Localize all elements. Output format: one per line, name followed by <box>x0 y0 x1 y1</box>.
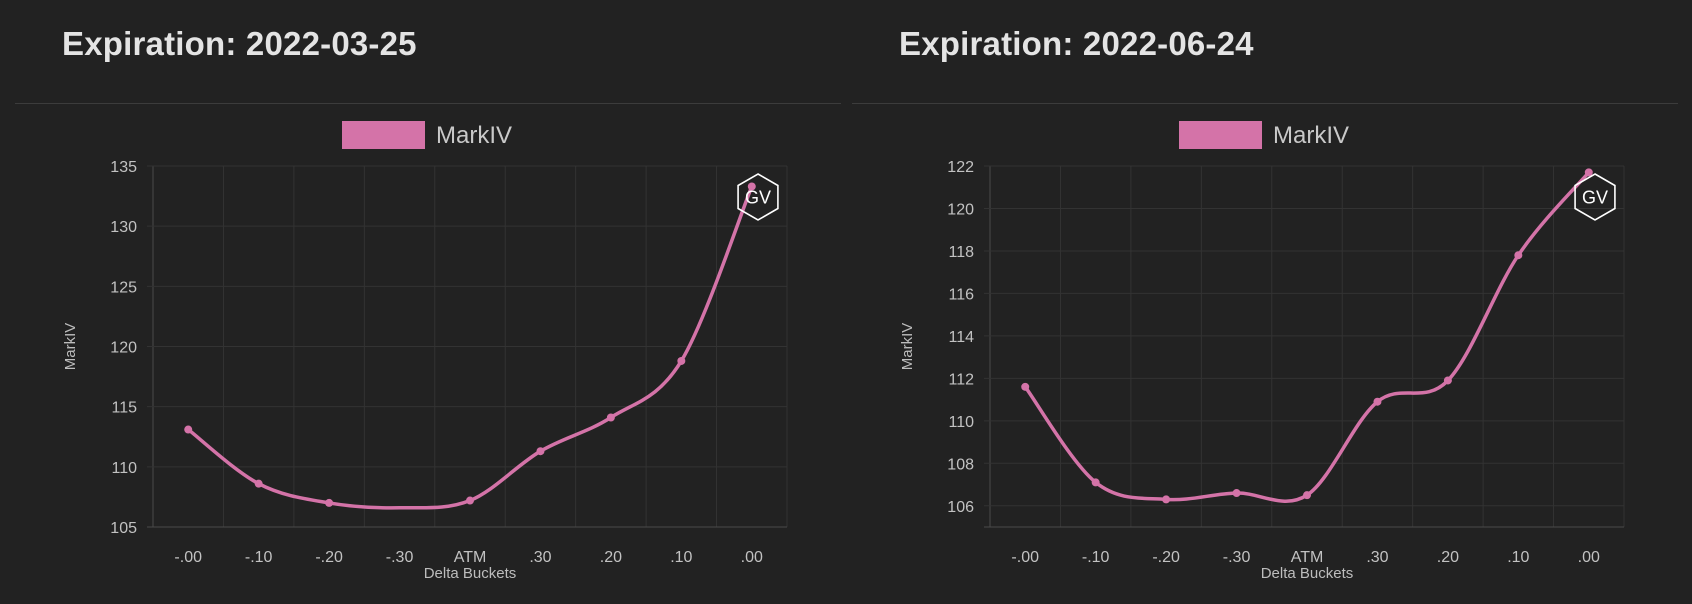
legend-label: MarkIV <box>436 122 512 149</box>
chart-title: Expiration: 2022-06-24 <box>899 25 1254 62</box>
y-tick-label: 108 <box>947 456 974 473</box>
y-axis-title: MarkIV <box>899 323 916 371</box>
y-tick-label: 130 <box>110 219 137 236</box>
data-point[interactable] <box>1021 382 1030 391</box>
title-divider <box>15 103 841 104</box>
legend[interactable]: MarkIV <box>342 121 512 149</box>
plot-area: 106 108 110 112 114 116 118 120 122 -.00 -.10 -.20 -… <box>899 159 1625 582</box>
legend[interactable]: MarkIV <box>1179 121 1349 149</box>
watermark-hexagon <box>1574 173 1616 221</box>
x-tick-label: .30 <box>1366 549 1388 566</box>
x-axis-title: Delta Buckets <box>424 565 517 582</box>
data-point[interactable] <box>325 498 334 507</box>
watermark-hexagon <box>737 173 779 221</box>
data-point[interactable] <box>1162 495 1171 504</box>
x-tick-label: ATM <box>1291 549 1324 566</box>
x-tick-label: .20 <box>600 549 622 566</box>
line-chart: 106 108 110 112 114 116 118 120 122 -.00 -.10 -.20 -… <box>899 121 1625 582</box>
x-tick-label: -.30 <box>386 549 414 566</box>
y-axis-title: MarkIV <box>62 323 79 371</box>
chart-panel-1: Expiration: 2022-03-25 105 110 115 120 125 13… <box>15 0 841 604</box>
legend-swatch <box>342 121 425 149</box>
y-tick-label: 115 <box>111 400 137 417</box>
title-divider <box>852 103 1678 104</box>
line-chart: 105 110 115 120 125 130 135 -.00 -.10 -.20 -.30 ATM… <box>62 121 788 582</box>
x-tick-label: -.10 <box>245 549 273 566</box>
y-tick-label: 116 <box>948 286 974 303</box>
y-tick-label: 118 <box>948 244 974 261</box>
y-tick-label: 120 <box>947 201 974 218</box>
data-point[interactable] <box>466 496 474 505</box>
y-tick-label: 135 <box>110 159 137 176</box>
y-tick-label: 122 <box>947 159 974 176</box>
data-point[interactable] <box>677 356 686 365</box>
x-axis-title: Delta Buckets <box>1261 565 1354 582</box>
plot-area: 105 110 115 120 125 130 135 -.00 -.10 -.20 -.30 ATM… <box>62 159 788 582</box>
x-tick-label: .00 <box>741 549 763 566</box>
y-tick-label: 106 <box>947 499 974 516</box>
y-tick-label: 105 <box>110 520 137 537</box>
chart-panel-2: Expiration: 2022-06-24 106 108 110 112 114 11… <box>852 0 1678 604</box>
x-tick-label: -.00 <box>174 549 202 566</box>
data-point[interactable] <box>254 479 263 488</box>
series-line-markiv[interactable] <box>186 184 754 510</box>
x-tick-label: .20 <box>1437 549 1459 566</box>
x-tick-label: -.00 <box>1011 549 1039 566</box>
data-point[interactable] <box>606 413 615 422</box>
x-tick-label: -.20 <box>1152 549 1180 566</box>
watermark-text: GV <box>1582 188 1608 208</box>
y-tick-label: 114 <box>948 329 974 346</box>
y-tick-label: 110 <box>948 414 974 431</box>
y-tick-label: 112 <box>948 371 974 388</box>
series-line-markiv[interactable] <box>1023 170 1591 504</box>
data-point[interactable] <box>1303 491 1311 500</box>
watermark-logo: GV <box>737 173 779 221</box>
x-tick-label: .10 <box>1507 549 1529 566</box>
y-tick-label: 110 <box>111 460 137 477</box>
y-tick-label: 125 <box>110 279 137 296</box>
chart-title: Expiration: 2022-03-25 <box>62 25 417 62</box>
data-point[interactable] <box>1514 251 1523 260</box>
data-point[interactable] <box>747 182 756 191</box>
x-tick-label: -.20 <box>315 549 343 566</box>
x-tick-label: ATM <box>454 549 487 566</box>
x-tick-label: .00 <box>1578 549 1600 566</box>
legend-label: MarkIV <box>1273 122 1349 149</box>
x-tick-label: -.30 <box>1223 549 1251 566</box>
data-point[interactable] <box>1232 489 1241 498</box>
data-point[interactable] <box>1373 397 1382 406</box>
data-point[interactable] <box>1443 376 1452 385</box>
watermark-text: GV <box>745 188 771 208</box>
data-point[interactable] <box>1584 168 1593 177</box>
data-point[interactable] <box>184 425 193 434</box>
data-point[interactable] <box>536 447 545 456</box>
legend-swatch <box>1179 121 1262 149</box>
x-tick-label: -.10 <box>1082 549 1110 566</box>
data-point[interactable] <box>1091 478 1100 487</box>
y-tick-label: 120 <box>110 340 137 357</box>
x-tick-label: .30 <box>529 549 551 566</box>
watermark-logo: GV <box>1574 173 1616 221</box>
x-tick-label: .10 <box>670 549 692 566</box>
